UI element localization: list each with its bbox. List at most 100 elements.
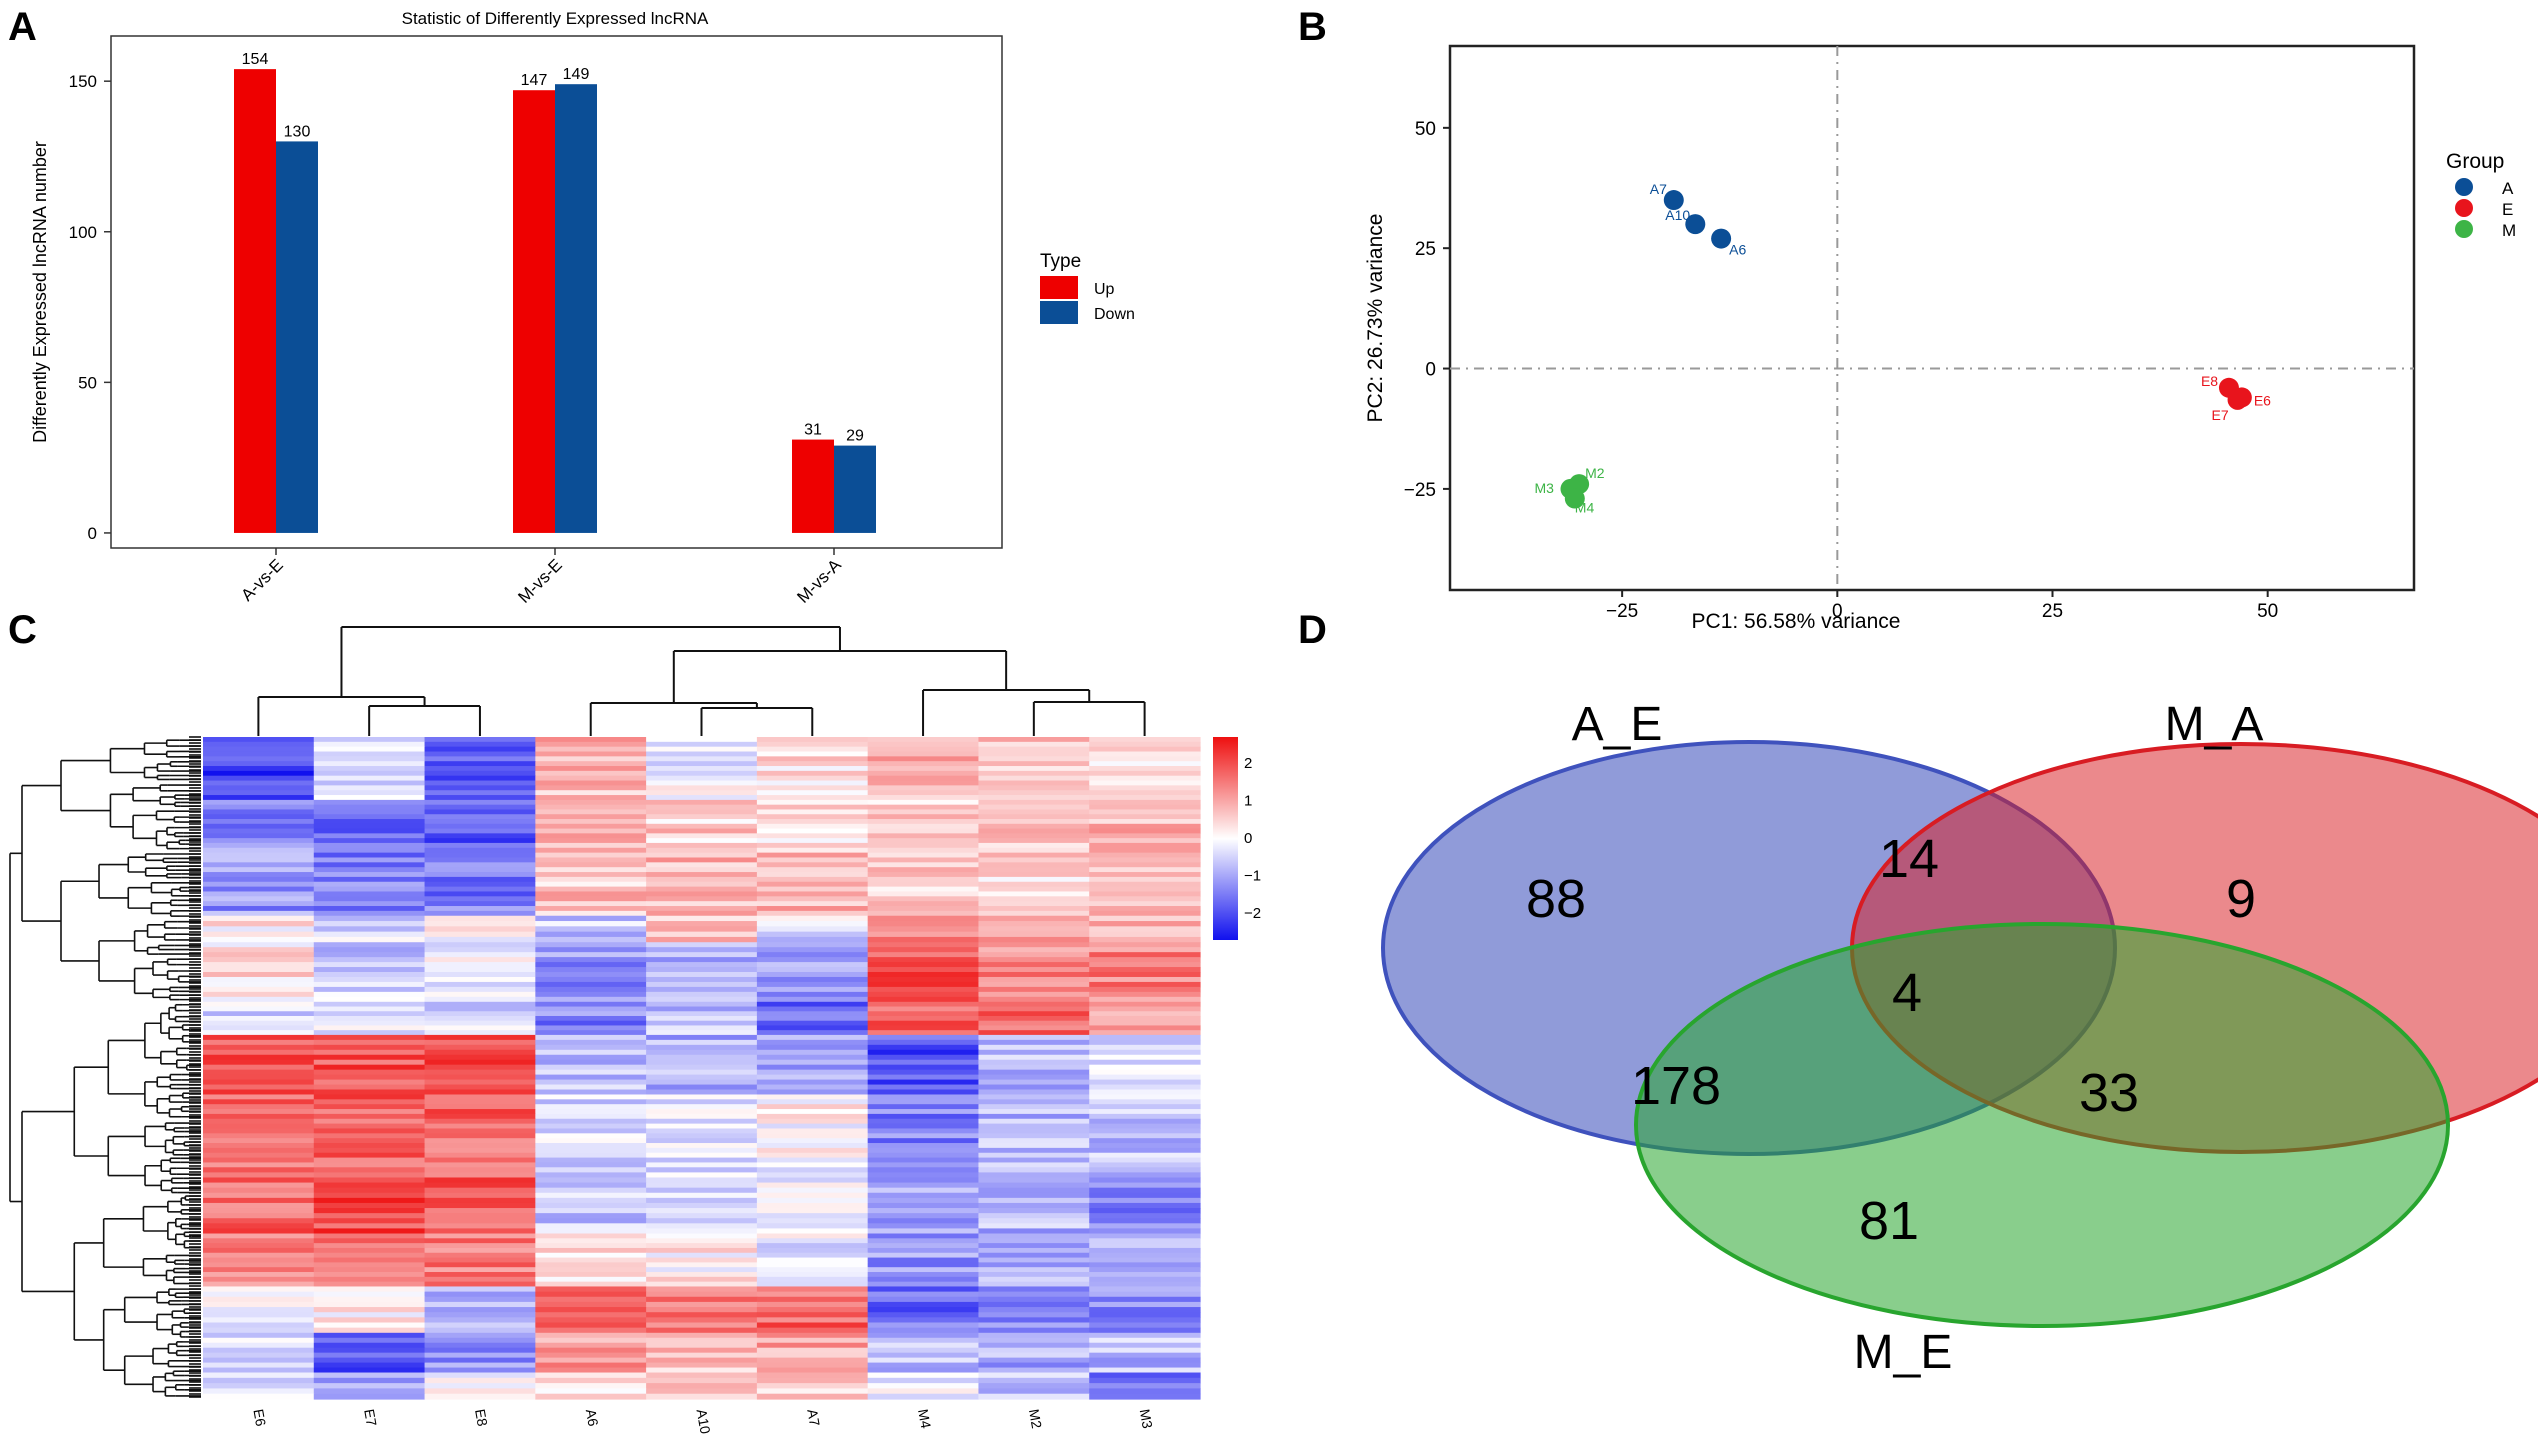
legend-title: Type xyxy=(1040,251,1081,272)
heatmap-cell xyxy=(203,1128,315,1134)
heatmap-cell xyxy=(756,976,869,983)
heatmap-cell xyxy=(203,1162,315,1168)
heatmap-cell xyxy=(313,852,426,859)
heatmap-cell xyxy=(1089,1020,1201,1027)
heatmap-cell xyxy=(203,761,315,767)
heatmap-cell xyxy=(313,1322,426,1329)
heatmap-cell xyxy=(313,1342,426,1349)
heatmap-cell xyxy=(1089,756,1201,762)
heatmap-cell xyxy=(1089,799,1201,806)
heatmap-cell xyxy=(1089,838,1201,844)
heatmap-cell xyxy=(978,1257,1090,1263)
heatmap-cell xyxy=(203,741,315,748)
heatmap-cell xyxy=(203,1367,315,1374)
heatmap-cell xyxy=(867,1094,980,1100)
heatmap-cell xyxy=(424,1064,536,1071)
heatmap-cell xyxy=(756,936,869,943)
heatmap-cell xyxy=(646,1291,758,1298)
heatmap-cell xyxy=(978,766,1090,772)
heatmap-cell xyxy=(1089,1011,1201,1017)
heatmap-cell xyxy=(756,1030,869,1036)
heatmap-cell xyxy=(978,819,1090,825)
heatmap-cell xyxy=(203,1015,315,1022)
heatmap-cell xyxy=(756,1281,869,1288)
heatmap-cell xyxy=(535,1054,647,1061)
heatmap-cell xyxy=(424,1167,536,1173)
heatmap-cell xyxy=(535,852,647,859)
venn-count-a-e-m-e: 178 xyxy=(1631,1056,1721,1116)
heatmap-cell xyxy=(646,1034,758,1041)
heatmap-cell xyxy=(867,1307,980,1313)
heatmap-cell xyxy=(535,1094,647,1100)
heatmap-cell xyxy=(313,901,426,907)
heatmap-cell xyxy=(535,1202,647,1209)
heatmap-cell xyxy=(756,1383,869,1390)
heatmap-cell xyxy=(978,1312,1090,1318)
heatmap-cell xyxy=(203,962,315,968)
heatmap-cell xyxy=(867,1015,980,1022)
heatmap-cell xyxy=(1089,819,1201,825)
heatmap-cell xyxy=(867,1357,980,1364)
heatmap-cell xyxy=(203,1296,315,1303)
heatmap-cell xyxy=(424,1187,536,1194)
heatmap-cell xyxy=(535,1393,647,1400)
heatmap-cell xyxy=(1089,862,1201,868)
heatmap-cell xyxy=(203,1213,315,1219)
heatmap-cell xyxy=(1089,1228,1201,1235)
heatmap-cell xyxy=(756,1187,869,1194)
heatmap-cell xyxy=(1089,1187,1201,1194)
heatmap-cell xyxy=(756,1099,869,1105)
heatmap-cell xyxy=(978,1202,1090,1209)
heatmap-cell xyxy=(203,906,315,912)
heatmap-cell xyxy=(1089,1327,1201,1334)
heatmap-cell xyxy=(1089,910,1201,917)
heatmap-column-label: E7 xyxy=(361,1408,380,1428)
heatmap-cell xyxy=(1089,847,1201,854)
heatmap-cell xyxy=(978,842,1090,849)
heatmap-cell xyxy=(203,1228,315,1235)
heatmap-cell xyxy=(313,780,426,786)
heatmap-cell xyxy=(646,1011,758,1017)
bar-up xyxy=(792,439,834,533)
heatmap-cell xyxy=(867,996,980,1003)
heatmap-cell xyxy=(535,1118,647,1125)
heatmap-cell xyxy=(535,926,647,933)
heatmap-cell xyxy=(978,901,1090,907)
heatmap-cell xyxy=(756,1006,869,1012)
heatmap-cell xyxy=(313,936,426,943)
heatmap-cell xyxy=(646,881,758,888)
heatmap-cell xyxy=(756,1094,869,1100)
heatmap-cell xyxy=(203,1025,315,1031)
heatmap-cell xyxy=(535,828,647,834)
heatmap-cell xyxy=(535,1069,647,1076)
heatmap-cell xyxy=(867,1044,980,1051)
heatmap-cell xyxy=(1089,1133,1201,1139)
colorbar-tick-label: 0 xyxy=(1244,830,1252,847)
heatmap-cell xyxy=(424,1011,536,1017)
heatmap-cell xyxy=(203,746,315,753)
heatmap-cell xyxy=(424,804,536,811)
heatmap-cell xyxy=(1089,1054,1201,1061)
heatmap-cell xyxy=(313,991,426,998)
heatmap-cell xyxy=(646,1347,758,1354)
heatmap-cell xyxy=(756,1347,869,1354)
heatmap-cell xyxy=(978,761,1090,767)
heatmap-cell xyxy=(535,991,647,998)
heatmap-cell xyxy=(867,775,980,782)
heatmap-cell xyxy=(424,931,536,938)
heatmap-cell xyxy=(756,823,869,830)
heatmap-cell xyxy=(756,872,869,878)
heatmap-cell xyxy=(978,1064,1090,1071)
heatmap-cell xyxy=(867,1367,980,1374)
heatmap-cell xyxy=(203,1039,315,1046)
heatmap-cell xyxy=(978,1015,1090,1022)
heatmap-cell xyxy=(424,737,536,743)
heatmap-cell xyxy=(978,1342,1090,1349)
heatmap-cell xyxy=(646,1342,758,1349)
heatmap-cell xyxy=(313,799,426,806)
heatmap-cell xyxy=(203,819,315,825)
heatmap-cell xyxy=(424,795,536,801)
heatmap-cell xyxy=(646,1238,758,1244)
heatmap-cell xyxy=(424,1213,536,1219)
heatmap-cell xyxy=(756,1213,869,1219)
